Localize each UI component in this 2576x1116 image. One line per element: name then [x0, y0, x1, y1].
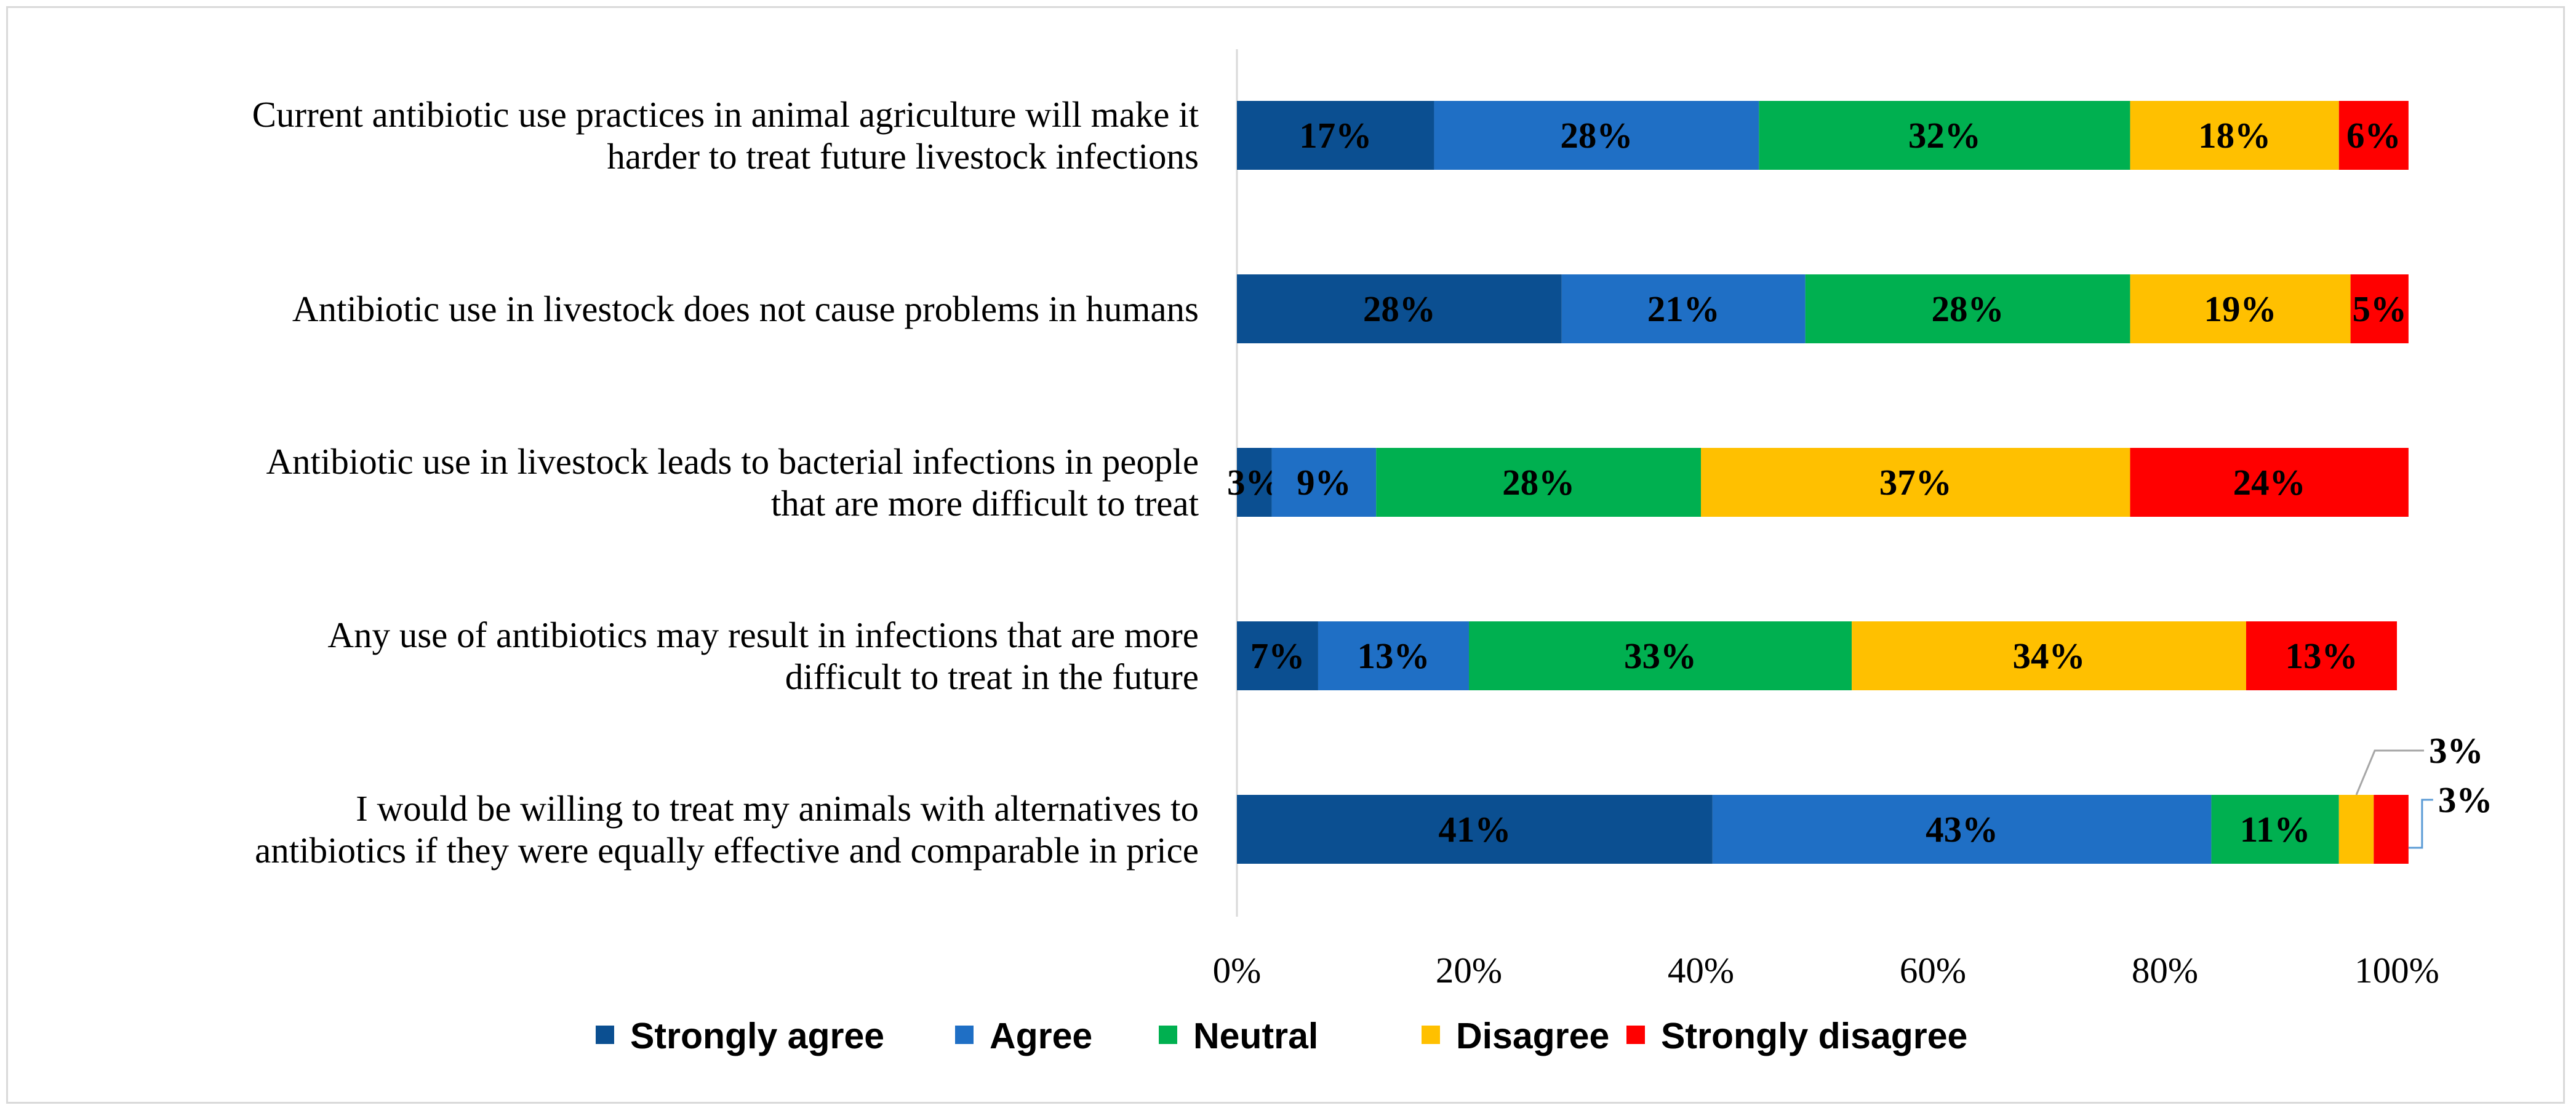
category-label: I would be willing to treat my animals w…: [356, 788, 1199, 829]
category-label: Antibiotic use in livestock does not cau…: [292, 289, 1199, 329]
category-label: Current antibiotic use practices in anim…: [252, 94, 1199, 135]
bar-segment-disagree: [1852, 621, 2246, 690]
category-label: Any use of antibiotics may result in inf…: [327, 615, 1199, 655]
legend-label: Disagree: [1456, 1016, 1609, 1056]
bar-segment-disagree: [2130, 101, 2339, 170]
chart-frame: [6, 6, 2565, 1104]
legend-label: Agree: [990, 1016, 1092, 1056]
data-label: 7%: [1250, 636, 1305, 676]
bar-segment-neutral: [1805, 274, 2130, 343]
data-label: 43%: [1926, 809, 1998, 850]
legend-swatch: [1422, 1026, 1440, 1044]
leader-line: [2355, 749, 2425, 795]
leader-line: [2408, 799, 2433, 849]
data-label: 28%: [1932, 289, 2004, 329]
category-label: Antibiotic use in livestock leads to bac…: [266, 441, 1199, 482]
data-label: 28%: [1363, 289, 1436, 329]
data-label: 28%: [1560, 115, 1633, 156]
bar-segment-agree: [1561, 274, 1806, 343]
bar-segment-neutral: [1759, 101, 2130, 170]
bar-segment-strongly-disagree: [2246, 621, 2397, 690]
data-label: 19%: [2204, 289, 2277, 329]
legend-swatch: [955, 1026, 974, 1044]
legend-label: Strongly disagree: [1661, 1016, 1967, 1056]
bar-segment-strongly-agree: [1237, 274, 1562, 343]
bar-segment-agree: [1434, 101, 1759, 170]
bar-segment-strongly-disagree: [2338, 101, 2409, 170]
bar-segment-strongly-disagree: [2350, 274, 2409, 343]
x-tick-label: 80%: [2132, 950, 2198, 990]
data-label: 3%: [2429, 730, 2484, 771]
x-tick-label: 100%: [2354, 950, 2439, 990]
category-labels: Current antibiotic use practices in anim…: [252, 94, 1199, 871]
data-label: 3%: [2438, 779, 2493, 820]
legend: Strongly agree Agree Neutral Disagree Strong…: [596, 1016, 1967, 1056]
bar-segment-strongly-agree: [1237, 101, 1434, 170]
legend-label: Strongly agree: [630, 1016, 884, 1056]
category-label: antibiotics if they were equally effecti…: [255, 830, 1199, 871]
bar-segment-strongly-agree: [1237, 448, 1272, 517]
data-label: 28%: [1502, 462, 1575, 503]
bars: 17% 28% 32% 18% 6% 28% 21% 28% 19% 5% 3% 9% 28% 37% 24…: [1227, 101, 2492, 864]
x-tick-label: 20%: [1436, 950, 1502, 990]
data-label: 17%: [1299, 115, 1372, 156]
x-tick-label: 0%: [1213, 950, 1262, 990]
bar-segment-disagree: [1701, 448, 2130, 517]
data-label: 24%: [2233, 462, 2306, 503]
bar-segment-disagree: [2130, 274, 2351, 343]
legend-swatch: [596, 1026, 614, 1044]
data-label: 37%: [1879, 462, 1952, 503]
bar-segment-strongly-disagree: [2374, 795, 2409, 864]
x-tick-label: 60%: [1900, 950, 1966, 990]
data-label: 32%: [1908, 115, 1981, 156]
bar-segment-agree: [1318, 621, 1469, 690]
data-label: 41%: [1438, 809, 1511, 850]
data-label: 33%: [1624, 636, 1697, 676]
category-label: that are more difficult to treat: [771, 483, 1199, 524]
legend-swatch: [1159, 1026, 1177, 1044]
legend-label: Neutral: [1193, 1016, 1318, 1056]
data-label: 6%: [2346, 115, 2401, 156]
data-label: 21%: [1647, 289, 1720, 329]
data-label: 9%: [1297, 462, 1351, 503]
category-label: harder to treat future livestock infecti…: [607, 136, 1199, 177]
x-axis-ticks: 0% 20% 40% 60% 80% 100%: [1213, 950, 2439, 990]
data-label: 18%: [2198, 115, 2271, 156]
bar-segment-agree: [1712, 795, 2212, 864]
data-label: 13%: [2285, 636, 2358, 676]
bar-segment-strongly-agree: [1237, 621, 1318, 690]
bar-segment-strongly-agree: [1237, 795, 1713, 864]
bar-segment-disagree: [2338, 795, 2374, 864]
bar-segment-agree: [1271, 448, 1377, 517]
legend-swatch: [1626, 1026, 1645, 1044]
category-label: difficult to treat in the future: [785, 656, 1199, 697]
bar-segment-neutral: [2211, 795, 2339, 864]
data-label: 5%: [2352, 289, 2407, 329]
bar-segment-strongly-disagree: [2130, 448, 2409, 517]
data-label: 34%: [2013, 636, 2086, 676]
data-label: 13%: [1357, 636, 1430, 676]
bar-segment-neutral: [1376, 448, 1701, 517]
data-label: 11%: [2240, 809, 2311, 850]
bar-segment-neutral: [1469, 621, 1852, 690]
x-tick-label: 40%: [1668, 950, 1734, 990]
